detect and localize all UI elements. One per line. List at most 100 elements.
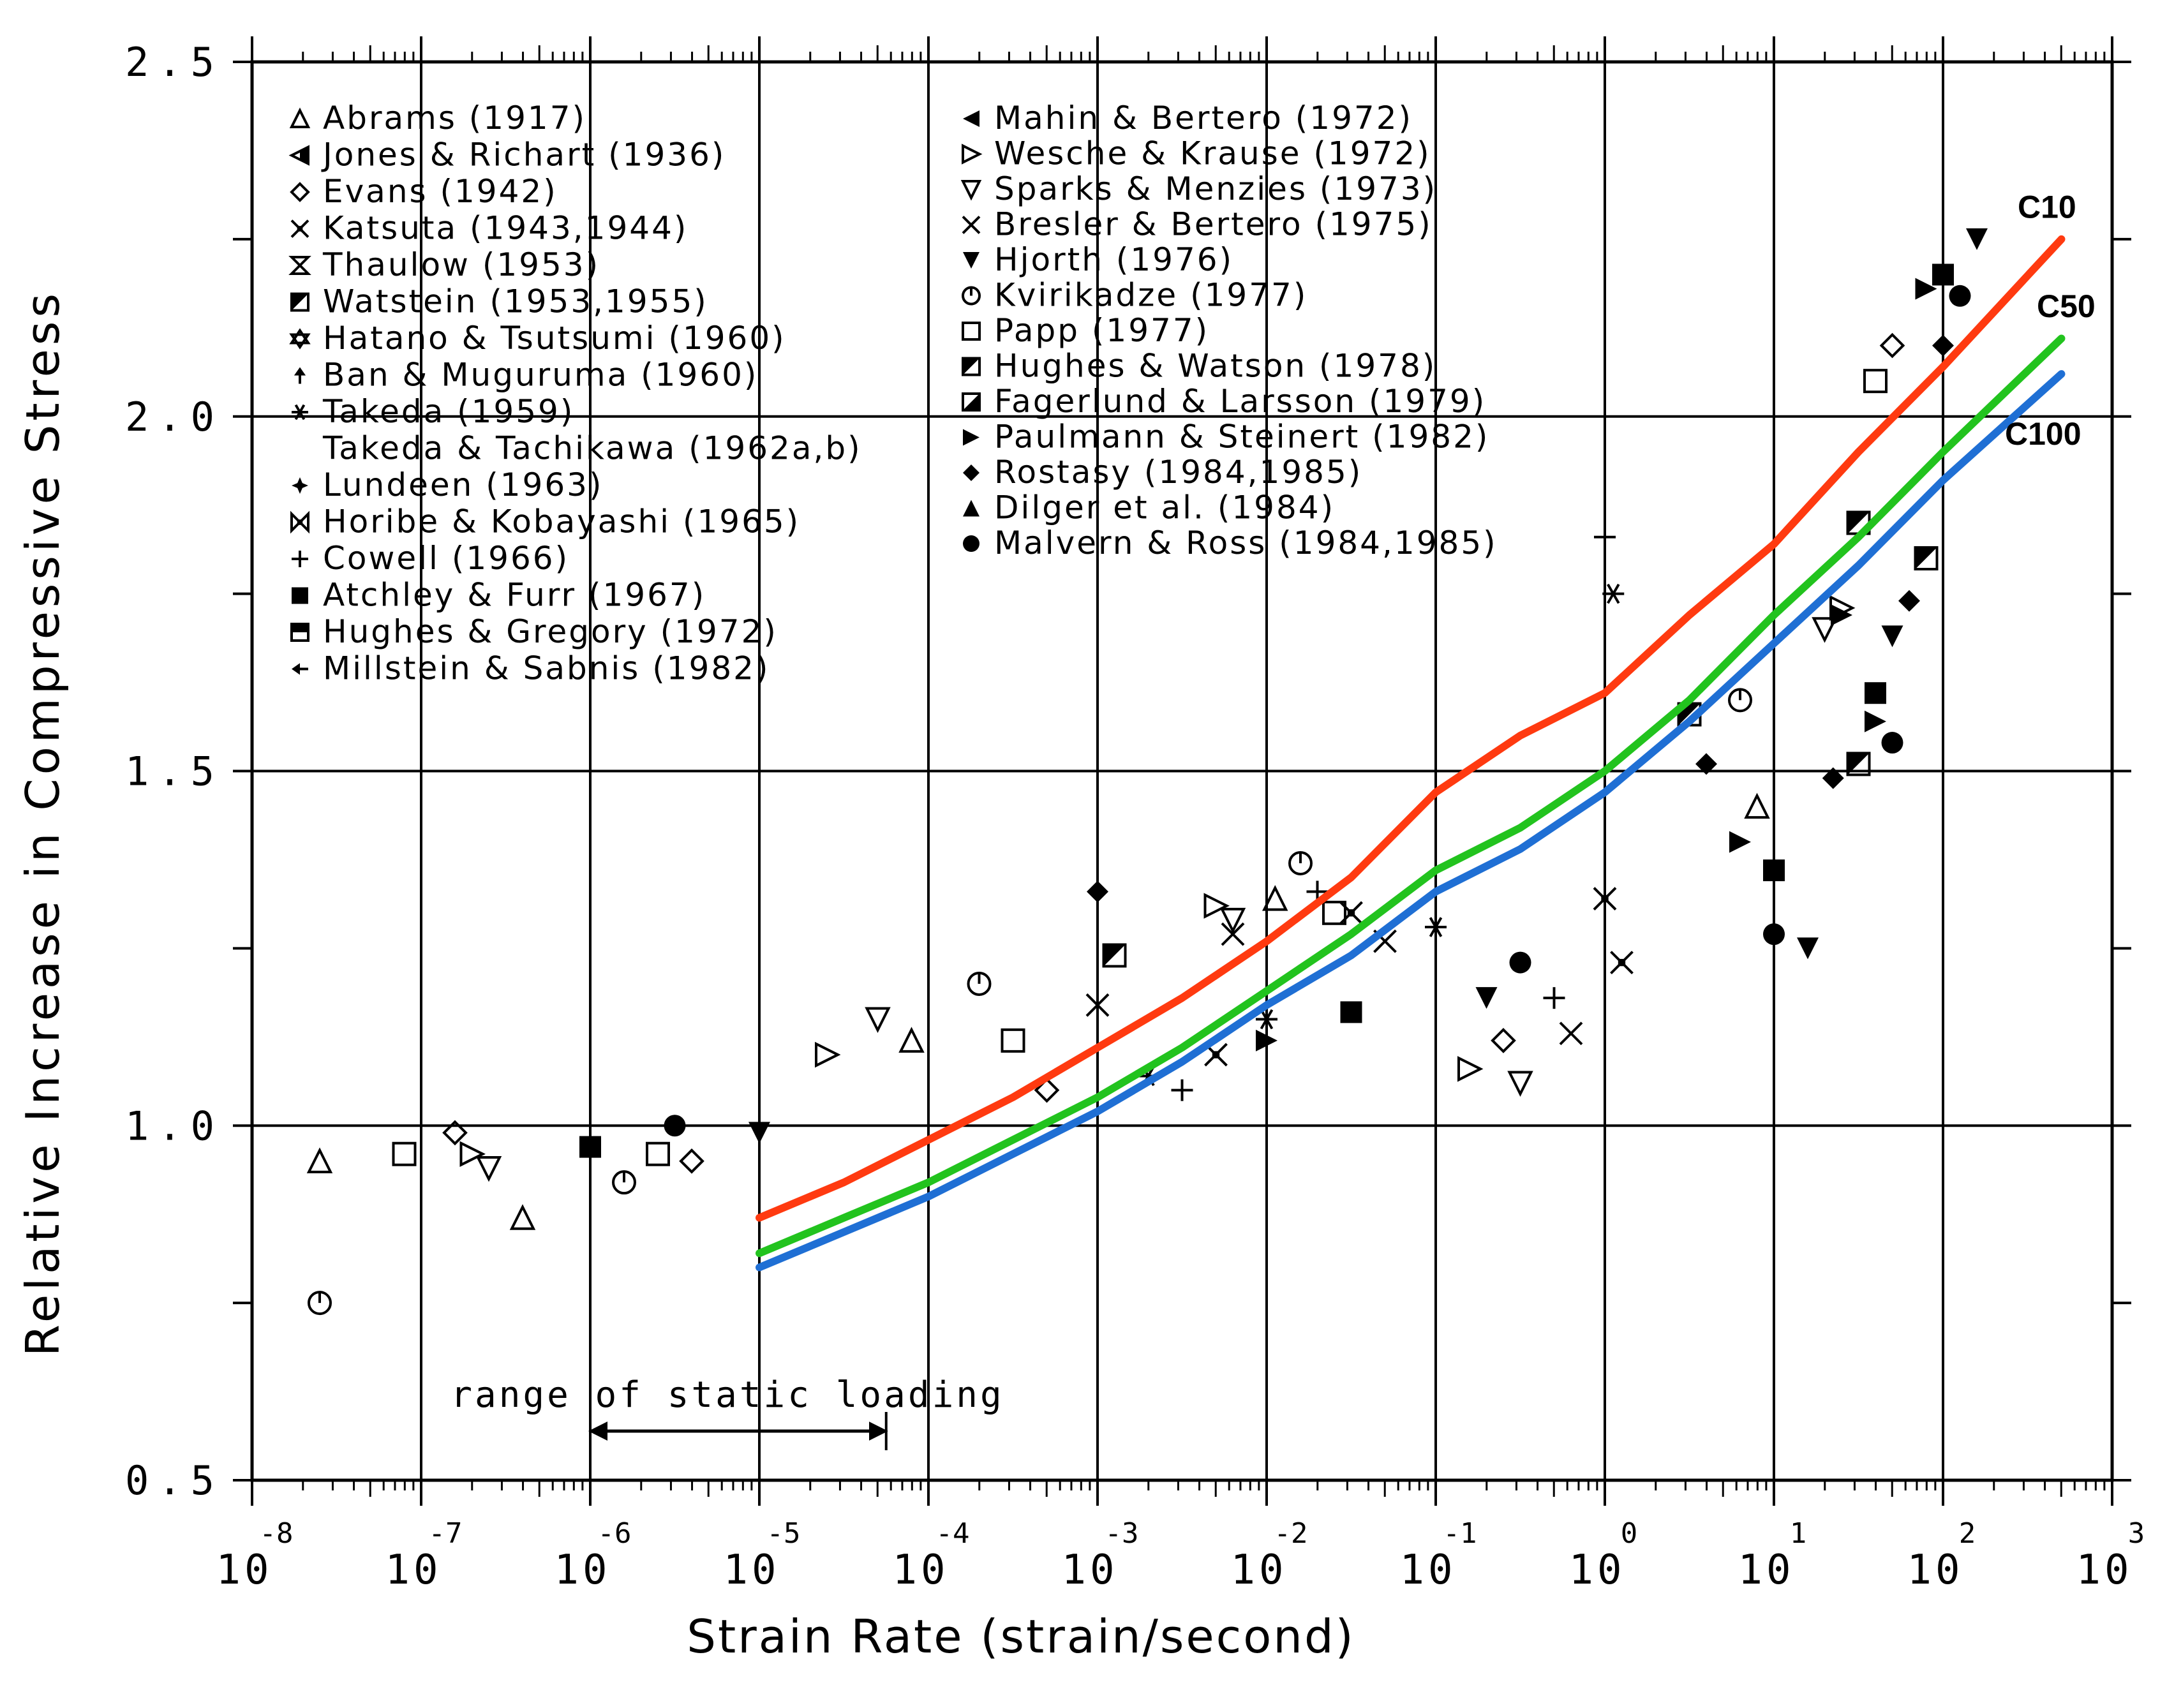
marker-square-open [1863, 369, 1888, 394]
legend-entry: Ban & Muguruma (1960) [323, 357, 758, 394]
legend-left: Abrams (1917)Jones & Richart (1936)Evans… [288, 100, 860, 687]
marker-asterisk [1425, 917, 1447, 937]
marker-x [1085, 993, 1110, 1017]
marker-x [1559, 1021, 1583, 1046]
marker-diamond-open [290, 182, 310, 202]
marker-triangle-open [898, 1027, 925, 1053]
marker-triangle-right-open [1457, 1056, 1484, 1082]
legend-entry: Lundeen (1963) [323, 466, 603, 503]
curve-label-c50: C50 [2037, 288, 2096, 324]
marker-triangle-down-filled [1475, 987, 1498, 1009]
legend-entry: Thaulow (1953) [322, 246, 600, 283]
legend-entry: Jones & Richart (1936) [321, 137, 726, 174]
marker-square-diag [962, 357, 981, 376]
marker-circle-tick [612, 1170, 636, 1195]
marker-triangle-open [1744, 792, 1770, 819]
legend-entry: Mahin & Bertero (1972) [994, 100, 1413, 137]
marker-square-open [1001, 1028, 1025, 1053]
legend-right: Mahin & Bertero (1972)Wesche & Krause (1… [960, 100, 1498, 561]
legend-entry: Paulmann & Steinert (1982) [994, 419, 1489, 456]
legend-entry: Papp (1977) [994, 312, 1209, 349]
static-loading-annotation: range of static loading [451, 1374, 1004, 1416]
legend-entry: Cowell (1966) [323, 540, 569, 577]
x-axis-label: Strain Rate (strain/second) [687, 1610, 1355, 1663]
x-tick-label-base: 10 [1738, 1547, 1794, 1594]
y-tick-label: 1.0 [125, 1103, 223, 1149]
x-tick-label-exponent: -3 [1105, 1517, 1139, 1550]
legend-entry: Bresler & Bertero (1975) [994, 206, 1433, 243]
legend-entry: Millstein & Sabnis (1982) [323, 650, 770, 687]
marker-triangle-open [306, 1147, 333, 1173]
legend-entry: Watstein (1953,1955) [323, 283, 708, 320]
marker-square-open [392, 1141, 417, 1166]
x-tick-label-exponent: -6 [598, 1517, 632, 1550]
x-tick-label-exponent: -8 [260, 1517, 294, 1550]
scatter-points [306, 228, 1988, 1316]
curve-label-c100: C100 [2005, 416, 2081, 452]
legend-entry: Hughes & Gregory (1972) [323, 613, 778, 650]
marker-square-open [1322, 900, 1346, 925]
legend-entry: Malvern & Ross (1984,1985) [994, 524, 1498, 561]
marker-circle-tick [962, 286, 981, 306]
marker-triangle-right-filled [1729, 831, 1751, 853]
marker-square-diag [1914, 546, 1939, 571]
legend-entry: Atchley & Furr (1967) [323, 577, 706, 614]
marker-circle-tick [308, 1291, 332, 1316]
marker-triangle-down-open [865, 1007, 891, 1033]
marker-triangle-down-filled [748, 1122, 770, 1144]
marker-triangle-right-filled [1256, 1029, 1277, 1051]
marker-x [1221, 922, 1245, 946]
x-tick-label-base: 10 [1230, 1547, 1287, 1594]
marker-triangle-left-half [288, 145, 309, 166]
marker-square-filled [1932, 264, 1954, 286]
x-tick-label-base: 10 [1399, 1547, 1456, 1594]
marker-triangle-open [509, 1204, 536, 1230]
marker-circle-tick [1288, 850, 1313, 875]
gridlines [252, 62, 2112, 1480]
marker-square-filled [292, 587, 308, 604]
marker-star-x [1339, 901, 1363, 925]
legend-entry: Katsuta (1943,1944) [323, 210, 688, 247]
marker-arrow-left [292, 663, 308, 675]
y-tick-label: 0.5 [125, 1457, 223, 1504]
marker-star-x [1610, 951, 1634, 975]
marker-triangle-down-open [960, 180, 982, 201]
x-tick-label-exponent: -7 [429, 1517, 463, 1550]
x-tick-label-base: 10 [1907, 1547, 1963, 1594]
marker-triangle-down-filled [1797, 937, 1819, 960]
marker-triangle-open [1262, 885, 1288, 911]
x-tick-label-exponent: 0 [1621, 1517, 1638, 1550]
y-axis-label: Relative Increase in Compressive Stress [16, 290, 70, 1356]
y-tick-label: 1.5 [125, 748, 223, 795]
marker-x [962, 216, 981, 234]
x-tick-label-exponent: -2 [1274, 1517, 1308, 1550]
x-tick-label-exponent: 1 [1790, 1517, 1807, 1550]
marker-triangle-down-filled [963, 252, 979, 269]
curve-label-c10: C10 [2018, 189, 2076, 225]
marker-circle-filled [1763, 923, 1785, 946]
marker-triangle-right-filled [1865, 710, 1886, 732]
marker-diamond-open [1491, 1028, 1516, 1053]
x-tick-label-base: 10 [216, 1547, 272, 1594]
marker-star-of-david [289, 328, 311, 350]
y-tick-label: 2.0 [125, 394, 223, 440]
marker-asterisk [1602, 583, 1625, 604]
marker-circle-filled [963, 535, 979, 552]
marker-diamond-open [442, 1120, 468, 1146]
marker-circle-filled [1509, 951, 1531, 974]
marker-triangle-right-filled [1915, 278, 1937, 300]
marker-plus [1594, 526, 1616, 548]
marker-plus [292, 551, 308, 567]
marker-circle-tick [1728, 688, 1752, 713]
marker-square-filled [1340, 1001, 1362, 1023]
marker-triangle-right-filled [1831, 604, 1852, 626]
marker-triangle-right-open [962, 144, 983, 165]
marker-arrow-up [294, 367, 306, 384]
x-tick-label-exponent: -1 [1443, 1517, 1477, 1550]
marker-triangle-down-open [1219, 907, 1246, 934]
legend-entry: Hjorth (1976) [994, 241, 1233, 278]
marker-star-x [290, 219, 309, 238]
marker-diamond-filled [1087, 880, 1108, 903]
legend-entry: Hughes & Watson (1978) [994, 348, 1436, 385]
